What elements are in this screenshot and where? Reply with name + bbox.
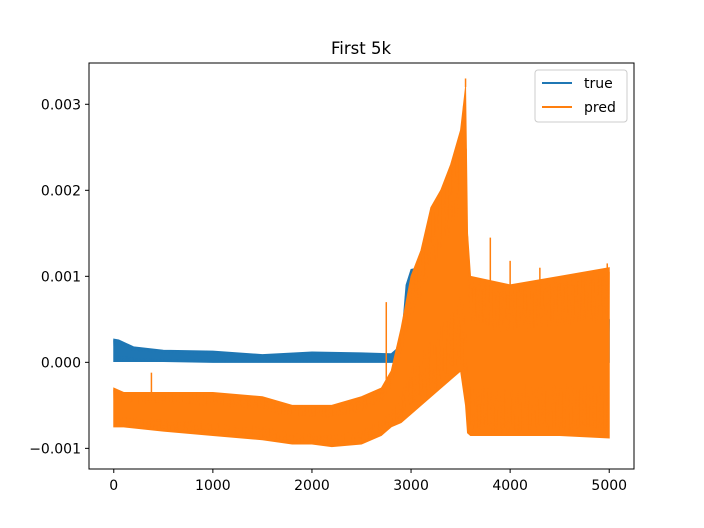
series-pred bbox=[113, 78, 610, 448]
y-tick-label-4: 0.003 bbox=[41, 97, 81, 113]
x-tick-label-5: 5000 bbox=[591, 478, 627, 494]
x-axis: 0 1000 2000 3000 4000 5000 bbox=[109, 469, 627, 494]
legend-label-true: true bbox=[584, 76, 613, 92]
legend-label-pred: pred bbox=[584, 100, 616, 116]
y-tick-label-0: −0.001 bbox=[29, 441, 81, 457]
y-tick-label-2: 0.001 bbox=[41, 269, 81, 285]
y-tick-label-1: 0.000 bbox=[41, 355, 81, 371]
x-tick-label-4: 4000 bbox=[492, 478, 528, 494]
x-tick-label-1: 1000 bbox=[195, 478, 231, 494]
x-tick-label-3: 3000 bbox=[393, 478, 429, 494]
legend: true pred bbox=[534, 69, 628, 123]
y-tick-label-3: 0.002 bbox=[41, 183, 81, 199]
x-tick-label-2: 2000 bbox=[294, 478, 330, 494]
series-layer bbox=[113, 78, 610, 448]
series-line-pred bbox=[113, 105, 610, 446]
x-tick-label-0: 0 bbox=[109, 478, 118, 494]
plot-frame bbox=[88, 62, 635, 470]
chart-title: First 5k bbox=[331, 39, 391, 58]
y-axis: −0.001 0.000 0.001 0.002 0.003 bbox=[29, 97, 89, 457]
